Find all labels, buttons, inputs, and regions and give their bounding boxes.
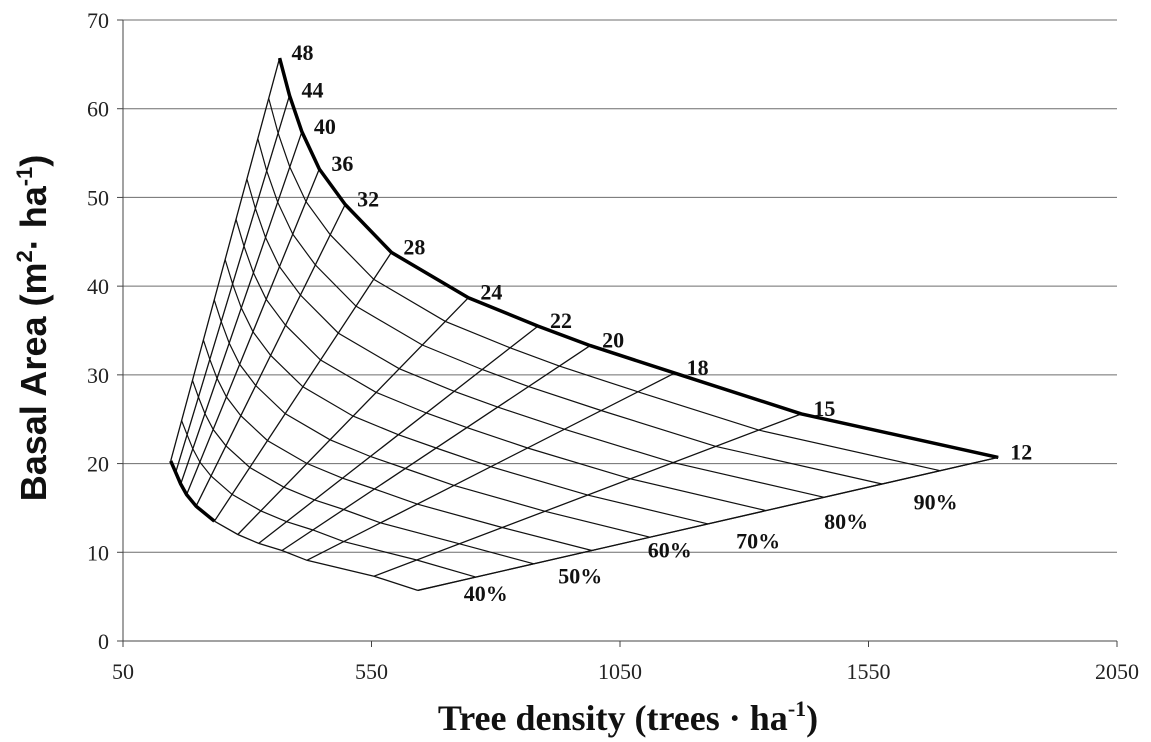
stocking-line xyxy=(224,259,709,525)
stocking-line xyxy=(235,219,767,512)
stocking-label: 50% xyxy=(558,563,602,588)
stocking-line xyxy=(257,138,883,485)
diameter-label: 28 xyxy=(403,234,425,259)
stocking-line xyxy=(268,98,941,472)
stocking-label: 60% xyxy=(648,538,692,563)
x-tick-label: 2050 xyxy=(1095,659,1139,684)
y-tick-label: 10 xyxy=(87,540,109,565)
stocking-net xyxy=(169,57,999,592)
stocking-label: 90% xyxy=(914,490,958,515)
stocking-label: 40% xyxy=(464,581,508,606)
y-axis-label: Basal Area (m2· ha-1) xyxy=(12,155,54,502)
diameter-label: 36 xyxy=(331,151,353,176)
diameter-label: 12 xyxy=(1010,439,1032,464)
x-axis-label: Tree density (trees · ha-1) xyxy=(438,696,818,738)
x-tick-label: 550 xyxy=(355,659,388,684)
diameter-label: 18 xyxy=(687,355,709,380)
y-tick-label: 50 xyxy=(87,185,109,210)
stocking-label: 70% xyxy=(736,529,780,554)
axes: 0 10 20 30 40 50 60 70 50 550 1050 1550 2050 xyxy=(87,8,1139,684)
y-tick-label: 30 xyxy=(87,363,109,388)
stocking-line xyxy=(181,420,476,578)
diameter-label: 24 xyxy=(480,280,502,305)
diameter-label: 15 xyxy=(813,396,835,421)
y-tick-label: 60 xyxy=(87,97,109,122)
y-tick-label: 40 xyxy=(87,274,109,299)
diameter-label: 44 xyxy=(301,77,323,102)
lower-boundary-line xyxy=(169,460,216,523)
diameter-label: 40 xyxy=(314,114,336,139)
right-edge-line xyxy=(417,456,999,592)
grid-lines xyxy=(123,19,1117,642)
lower-edge-line xyxy=(214,520,418,592)
y-tick-label: 0 xyxy=(98,629,109,654)
stocking-line xyxy=(213,299,651,538)
stocking-line xyxy=(202,339,593,552)
diameter-label: 32 xyxy=(357,187,379,212)
diameter-label: 20 xyxy=(602,328,624,353)
x-tick-label: 1550 xyxy=(847,659,891,684)
y-tick-label: 20 xyxy=(87,452,109,477)
diameter-label: 48 xyxy=(292,40,314,65)
stocking-line xyxy=(246,178,825,498)
y-tick-label: 70 xyxy=(87,8,109,33)
upper-boundary-line xyxy=(277,57,999,460)
diameter-label: 22 xyxy=(550,308,572,333)
x-tick-label: 50 xyxy=(112,659,134,684)
stocking-label: 80% xyxy=(824,509,868,534)
stocking-line xyxy=(191,380,534,565)
x-tick-label: 1050 xyxy=(598,659,642,684)
